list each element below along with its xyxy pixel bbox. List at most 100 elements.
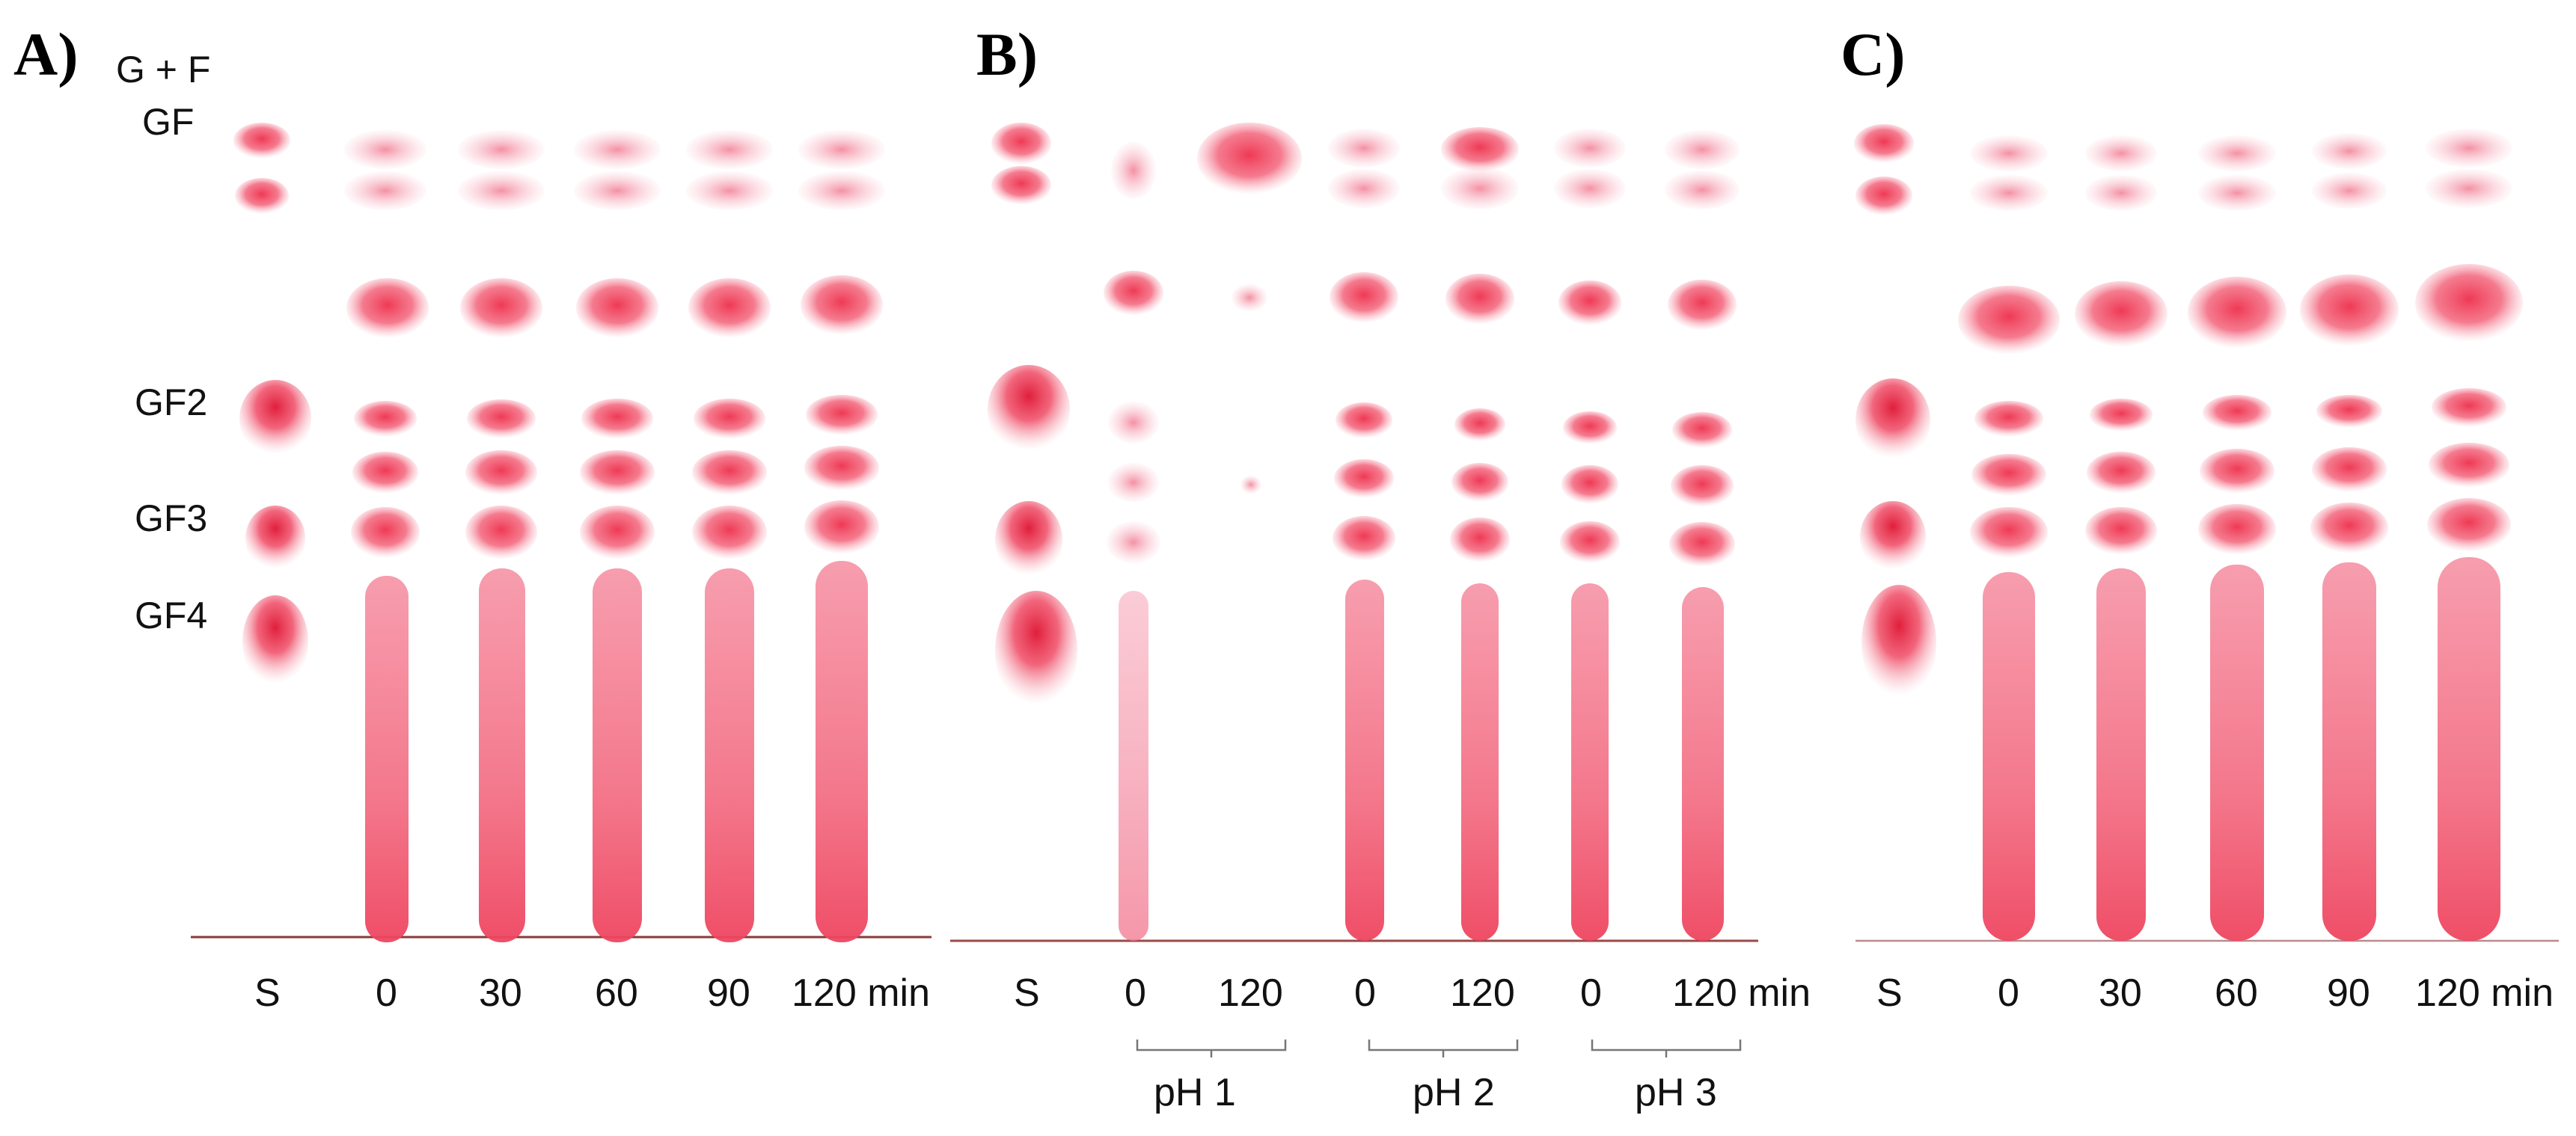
streak	[365, 576, 409, 942]
spot	[798, 171, 885, 210]
spot	[1441, 127, 1519, 172]
label-gf3: GF3	[135, 497, 207, 539]
spot	[991, 166, 1051, 205]
spot	[1450, 518, 1510, 562]
spot	[2085, 135, 2157, 171]
spot	[1240, 476, 1261, 494]
spot	[351, 507, 420, 558]
spot	[354, 401, 417, 437]
bracket-ph2	[1368, 1040, 1519, 1057]
spot	[1197, 123, 1302, 194]
spot	[806, 395, 878, 435]
spot	[2085, 507, 2157, 555]
spot	[2198, 504, 2276, 555]
group-label-ph3: pH 3	[1635, 1071, 1717, 1114]
spot	[346, 278, 429, 338]
panel-c-lane-standard	[1854, 124, 1936, 701]
spot	[1672, 412, 1732, 448]
streak	[479, 568, 525, 942]
spot	[344, 130, 426, 169]
spot	[995, 501, 1062, 579]
spot	[1334, 459, 1394, 498]
streak	[2322, 562, 2376, 941]
spot	[465, 450, 537, 495]
lane-label-ph1-120: 120	[1218, 971, 1283, 1015]
spot	[1861, 585, 1936, 701]
spot	[1328, 169, 1400, 208]
spot	[1111, 142, 1156, 199]
spot	[2090, 399, 2153, 432]
spot	[694, 399, 765, 439]
spot	[458, 171, 545, 210]
lane-label-s: S	[1876, 971, 1903, 1015]
spot	[686, 130, 773, 169]
lane-label-ph2-120: 120	[1450, 971, 1515, 1015]
spot-a-s-gf2	[239, 380, 311, 458]
bracket-ph1	[1136, 1040, 1287, 1057]
spot	[1855, 176, 1912, 215]
spot	[692, 450, 767, 495]
lane-label-60: 60	[2215, 971, 2258, 1015]
lane-label-90: 90	[707, 971, 750, 1015]
spot	[352, 452, 418, 494]
spot	[2312, 447, 2387, 492]
panel-c-lane-90	[2300, 133, 2399, 941]
spot	[1668, 280, 1737, 331]
spot	[1974, 401, 2043, 437]
spot	[1441, 168, 1519, 209]
spot-a-s-gf3	[245, 506, 305, 571]
spot	[576, 278, 658, 338]
spot	[1669, 522, 1735, 567]
spot	[804, 500, 879, 554]
spot-a-s-gf-bottom	[235, 178, 289, 214]
panel-b-letter: B)	[976, 20, 1038, 88]
spot	[1554, 129, 1626, 168]
spot	[458, 130, 545, 169]
lane-label-90: 90	[2327, 971, 2370, 1015]
panel-a: A) G + F GF GF2 GF3 GF4	[13, 20, 931, 1015]
streak	[1571, 583, 1609, 941]
streak	[705, 568, 754, 942]
spot	[580, 450, 655, 495]
panel-b-ph1-lane-120	[1197, 123, 1302, 494]
spot	[1104, 271, 1163, 316]
lane-label-ph3-0: 0	[1580, 971, 1602, 1015]
spot	[1108, 463, 1159, 502]
spot	[1665, 171, 1740, 209]
spot	[995, 591, 1077, 710]
label-gf4: GF4	[135, 595, 207, 636]
spot	[1454, 408, 1505, 441]
spot	[581, 399, 653, 439]
lane-label-s: S	[1014, 971, 1040, 1015]
spot	[574, 130, 661, 169]
spot	[2429, 443, 2509, 488]
panel-c-lane-labels: S 0 30 60 90 120 min	[1876, 971, 2554, 1015]
spot	[1232, 284, 1267, 311]
spot	[1563, 411, 1617, 444]
spot	[1958, 286, 2060, 354]
spot	[1558, 280, 1621, 325]
lane-label-ph3-120-min: 120 min	[1672, 971, 1811, 1015]
panel-a-lane-120	[798, 130, 885, 942]
lane-label-0: 0	[1998, 971, 2019, 1015]
panel-b-lane-standard	[988, 123, 1077, 710]
group-label-ph1: pH 1	[1154, 1071, 1236, 1114]
panel-a-compound-labels: G + F GF GF2 GF3 GF4	[116, 49, 210, 636]
panel-c-lane-0	[1958, 135, 2060, 941]
spot	[1970, 175, 2048, 211]
spot	[804, 446, 879, 491]
spot	[692, 506, 767, 559]
spot	[2316, 395, 2382, 428]
panel-b-ph3-lane-0	[1554, 129, 1626, 941]
streak	[1461, 583, 1499, 941]
spot	[991, 123, 1051, 165]
panel-c-lane-120	[2415, 129, 2523, 941]
spot	[465, 506, 537, 559]
spot	[798, 130, 885, 169]
streak	[593, 568, 642, 942]
spot	[801, 275, 883, 335]
panel-b: B)	[950, 20, 1811, 1114]
label-g-plus-f: G + F	[116, 49, 210, 90]
streak	[816, 561, 868, 942]
